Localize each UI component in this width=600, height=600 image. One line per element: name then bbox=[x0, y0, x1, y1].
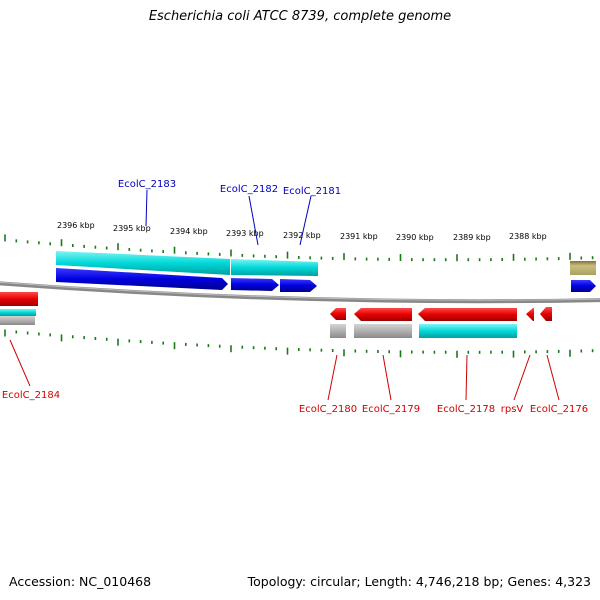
gene-bar-2179[interactable] bbox=[354, 324, 412, 338]
callout-line-2184 bbox=[9, 339, 31, 387]
cds-arrow-right-edge[interactable] bbox=[571, 280, 596, 292]
gene-bar-2178[interactable] bbox=[419, 324, 517, 338]
scale-label: 2394 kbp bbox=[170, 227, 208, 236]
genome-backbone-highlight bbox=[0, 281, 600, 301]
scale-label: 2390 kbp bbox=[396, 233, 434, 242]
cds-arrow-rpsv[interactable] bbox=[526, 308, 534, 321]
scale-label: 2389 kbp bbox=[453, 233, 491, 242]
genome-backbone bbox=[0, 281, 600, 304]
tick-row-top bbox=[4, 234, 594, 262]
gene-label[interactable]: EcolC_2179 bbox=[362, 404, 420, 415]
callout-line-2178 bbox=[465, 354, 468, 401]
cds-arrow-2176[interactable] bbox=[540, 307, 552, 321]
gene-bar-2184-cyan[interactable] bbox=[0, 309, 36, 316]
gene-label[interactable]: EcolC_2178 bbox=[437, 404, 495, 415]
callout-line-2179 bbox=[382, 354, 392, 401]
map-title: Escherichia coli ATCC 8739, complete gen… bbox=[148, 9, 452, 24]
cds-arrow-2181[interactable] bbox=[280, 279, 317, 292]
gene-label[interactable]: EcolC_2181 bbox=[283, 186, 341, 197]
callout-line-2181 bbox=[299, 195, 312, 246]
gene-label[interactable]: EcolC_2183 bbox=[118, 179, 176, 190]
cds-arrow-2178[interactable] bbox=[418, 308, 517, 321]
gene-bar-olive[interactable] bbox=[570, 261, 596, 275]
gene-bar-2184-gray[interactable] bbox=[0, 316, 35, 325]
scale-label: 2395 kbp bbox=[113, 224, 151, 233]
gene-bar-2182-2181[interactable] bbox=[231, 259, 318, 276]
gene-label[interactable]: EcolC_2176 bbox=[530, 404, 588, 415]
tick-row-bottom bbox=[4, 329, 594, 358]
cds-arrow-2183[interactable] bbox=[56, 268, 228, 290]
cds-arrow-2182[interactable] bbox=[231, 278, 279, 291]
callout-line-2176 bbox=[546, 354, 560, 401]
gene-label[interactable]: EcolC_2184 bbox=[2, 390, 60, 401]
cds-arrow-2179[interactable] bbox=[354, 308, 412, 321]
gene-bar-2183[interactable] bbox=[56, 251, 230, 275]
genome-summary: Topology: circular; Length: 4,746,218 bp… bbox=[247, 574, 591, 589]
scale-label: 2396 kbp bbox=[57, 221, 95, 230]
scale-label: 2393 kbp bbox=[226, 229, 264, 238]
callout-line-rpsv bbox=[513, 354, 531, 401]
gene-label[interactable]: EcolC_2180 bbox=[299, 404, 357, 415]
accession-label: Accession: NC_010468 bbox=[9, 574, 152, 589]
cds-arrow-2184[interactable] bbox=[0, 292, 38, 306]
cds-arrow-2180[interactable] bbox=[330, 308, 346, 320]
scale-label: 2391 kbp bbox=[340, 232, 378, 241]
gene-bar-2180[interactable] bbox=[330, 324, 346, 338]
callout-line-2180 bbox=[327, 354, 338, 401]
scale-label: 2388 kbp bbox=[509, 232, 547, 241]
gene-label[interactable]: EcolC_2182 bbox=[220, 184, 278, 195]
callout-line-2183 bbox=[145, 189, 148, 227]
callout-line-2182 bbox=[248, 195, 259, 246]
gene-label[interactable]: rpsV bbox=[501, 404, 524, 415]
